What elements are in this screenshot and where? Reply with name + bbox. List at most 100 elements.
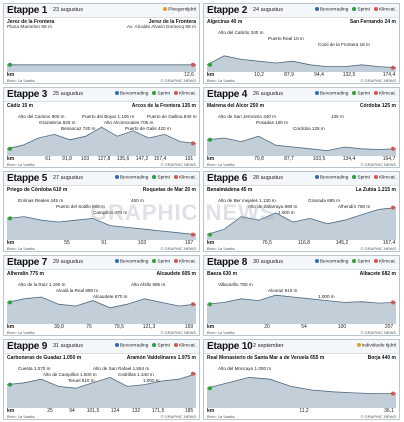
- legend-label: Sprint: [157, 175, 170, 181]
- legend-label: Sprint: [357, 259, 370, 265]
- km-mark: 94,4: [314, 72, 324, 78]
- km-mark: 116,8: [297, 240, 311, 246]
- checkpoint-label: 1.000 m: [278, 210, 295, 215]
- km-mark: 121,3: [142, 324, 156, 330]
- stage-panel-10: Etappe 10 2 september Individuele tijdrit R…: [203, 339, 400, 420]
- stage-date: 31 augustus: [53, 343, 83, 349]
- source-text: Bron: La Vuelta: [7, 330, 35, 335]
- km-mark: 87,9: [284, 72, 294, 78]
- checkpoint-label: Puerto del Sotillo 885 m: [56, 204, 105, 209]
- credit-text: © GRAPHIC NEWS: [160, 78, 196, 83]
- stage-panel-4: Etappe 4 26 augustus Bevoorrading Sprint Kli…: [203, 87, 400, 168]
- start-marker-icon: [8, 382, 12, 387]
- start-location: Cádiz 15 m: [7, 103, 34, 109]
- km-mark: 157,4: [153, 156, 167, 162]
- profile-area: [7, 216, 196, 240]
- stage-date: 27 augustus: [53, 175, 83, 181]
- km-total: 164,7: [382, 156, 396, 162]
- credit-text: © GRAPHIC NEWS: [160, 330, 196, 335]
- finish-location: La Zubia 1.215 m: [355, 187, 396, 193]
- checkpoint-label: 135 m: [331, 114, 344, 119]
- stage-panel-2: Etappe 2 24 augustus Bevoorrading Sprint Kli…: [203, 3, 400, 84]
- checkpoint-label: Granada 685 m: [308, 198, 340, 203]
- source-text: Bron: La Vuelta: [7, 246, 35, 251]
- profile-line: [207, 376, 396, 394]
- km-mark: 134,4: [342, 156, 356, 162]
- checkpoint-label: Alto de la Ruiz 1.190 m: [18, 282, 66, 287]
- stage-date: 2 september: [253, 343, 284, 349]
- km-label: km: [207, 72, 215, 78]
- stage-header: Etappe 9 31 augustus Bevoorrading Sprint Kli…: [4, 340, 199, 354]
- bonus-icon: [114, 175, 119, 179]
- bonus-icon: [314, 175, 319, 179]
- km-label: km: [207, 156, 215, 162]
- km-label: km: [7, 156, 15, 162]
- finish-location: Córdoba 125 m: [359, 103, 396, 109]
- credit-text: © GRAPHIC NEWS: [160, 246, 196, 251]
- finish-location: Borja 440 m: [367, 355, 396, 361]
- km-mark: 94: [69, 408, 75, 414]
- finish-location: Albacete 682 m: [359, 271, 396, 277]
- start-marker-icon: [208, 62, 212, 67]
- checkpoint-label: 1.000 m: [143, 378, 160, 383]
- legend-label: Sprint: [157, 343, 170, 349]
- start-location: Carboneras de Guadaz 1.050 m: [7, 355, 82, 361]
- stage-legend: Bevoorrading Sprint Klimcat.: [311, 7, 396, 12]
- checkpoint-label: Alto de Ber mejales 1.130 m: [218, 198, 276, 203]
- watermark: GRAPHIC NEWS: [90, 200, 276, 225]
- stage-panel-8: Etappe 8 30 augustus Bevoorrading Sprint Kli…: [203, 255, 400, 336]
- km-total: 167: [184, 240, 194, 246]
- elevation-profile: [207, 376, 396, 408]
- km-mark: 101,5: [86, 408, 100, 414]
- stage-date: 25 augustus: [53, 91, 83, 97]
- team-time-trial-icon: [163, 7, 168, 11]
- km-total: 169: [184, 324, 194, 330]
- km-mark: 124: [110, 408, 120, 414]
- profile-area: [207, 377, 396, 408]
- legend-label: Klimcat.: [178, 175, 196, 181]
- sprint-icon: [152, 259, 157, 263]
- km-total: 174,4: [382, 72, 396, 78]
- stage-header: Etappe 2 24 augustus Bevoorrading Sprint Kli…: [204, 4, 399, 18]
- start-location: Mairena del Alcor 250 m: [207, 103, 265, 109]
- elevation-profile: [207, 294, 396, 324]
- legend-label: Bevoorrading: [319, 91, 349, 97]
- start-location: Priego de Córdoba 610 m: [7, 187, 68, 193]
- km-total: 167,4: [382, 240, 396, 246]
- checkpoint-label: Alto Alcornocales 705 m: [104, 120, 154, 125]
- profile-line: [7, 296, 196, 309]
- legend-label: Bevoorrading: [119, 259, 149, 265]
- profile-line: [207, 207, 396, 235]
- start-marker-icon: [8, 300, 12, 305]
- stage-header: Etappe 8 30 augustus Bevoorrading Sprint Kli…: [204, 256, 399, 270]
- start-location: Benalmádena 45 m: [207, 187, 253, 193]
- profile-area: [207, 55, 396, 72]
- stage-date: 23 augustus: [53, 7, 83, 13]
- stage-title: Etappe 1: [7, 5, 48, 16]
- km-mark: 103: [80, 156, 90, 162]
- legend-label: Bevoorrading: [319, 175, 349, 181]
- km-mark: 103: [137, 240, 147, 246]
- finish-location: Arcos de la Frontera 135 m: [131, 103, 196, 109]
- finish-marker-icon: [191, 62, 195, 67]
- stage-title: Etappe 3: [7, 89, 48, 100]
- legend-label: Klimcat.: [378, 259, 396, 265]
- start-marker-icon: [8, 216, 12, 221]
- profile-area: [207, 295, 396, 324]
- km-label: km: [7, 240, 15, 246]
- start-location: Baeza 630 m: [207, 271, 238, 277]
- stage-panel-1: Etappe 1 23 augustus Ploegentijdrit Jerez d…: [3, 3, 200, 84]
- km-label: km: [207, 408, 215, 414]
- finish-marker-icon: [391, 146, 395, 151]
- elevation-profile: [7, 62, 196, 72]
- stage-date: 29 augustus: [53, 259, 83, 265]
- stage-legend: Ploegentijdrit: [159, 7, 196, 12]
- checkpoint-label: Puerto de Galis 420 m: [125, 126, 171, 131]
- checkpoint-label: Puerto del Boyar 1.105 m: [82, 114, 135, 119]
- km-total: 207: [384, 324, 394, 330]
- legend-label: Sprint: [157, 91, 170, 97]
- legend-label: Bevoorrading: [319, 259, 349, 265]
- profile-line: [207, 294, 396, 305]
- stage-legend: Bevoorrading Sprint Klimcat.: [111, 343, 196, 348]
- stage-header: Etappe 10 2 september Individuele tijdrit: [204, 340, 399, 354]
